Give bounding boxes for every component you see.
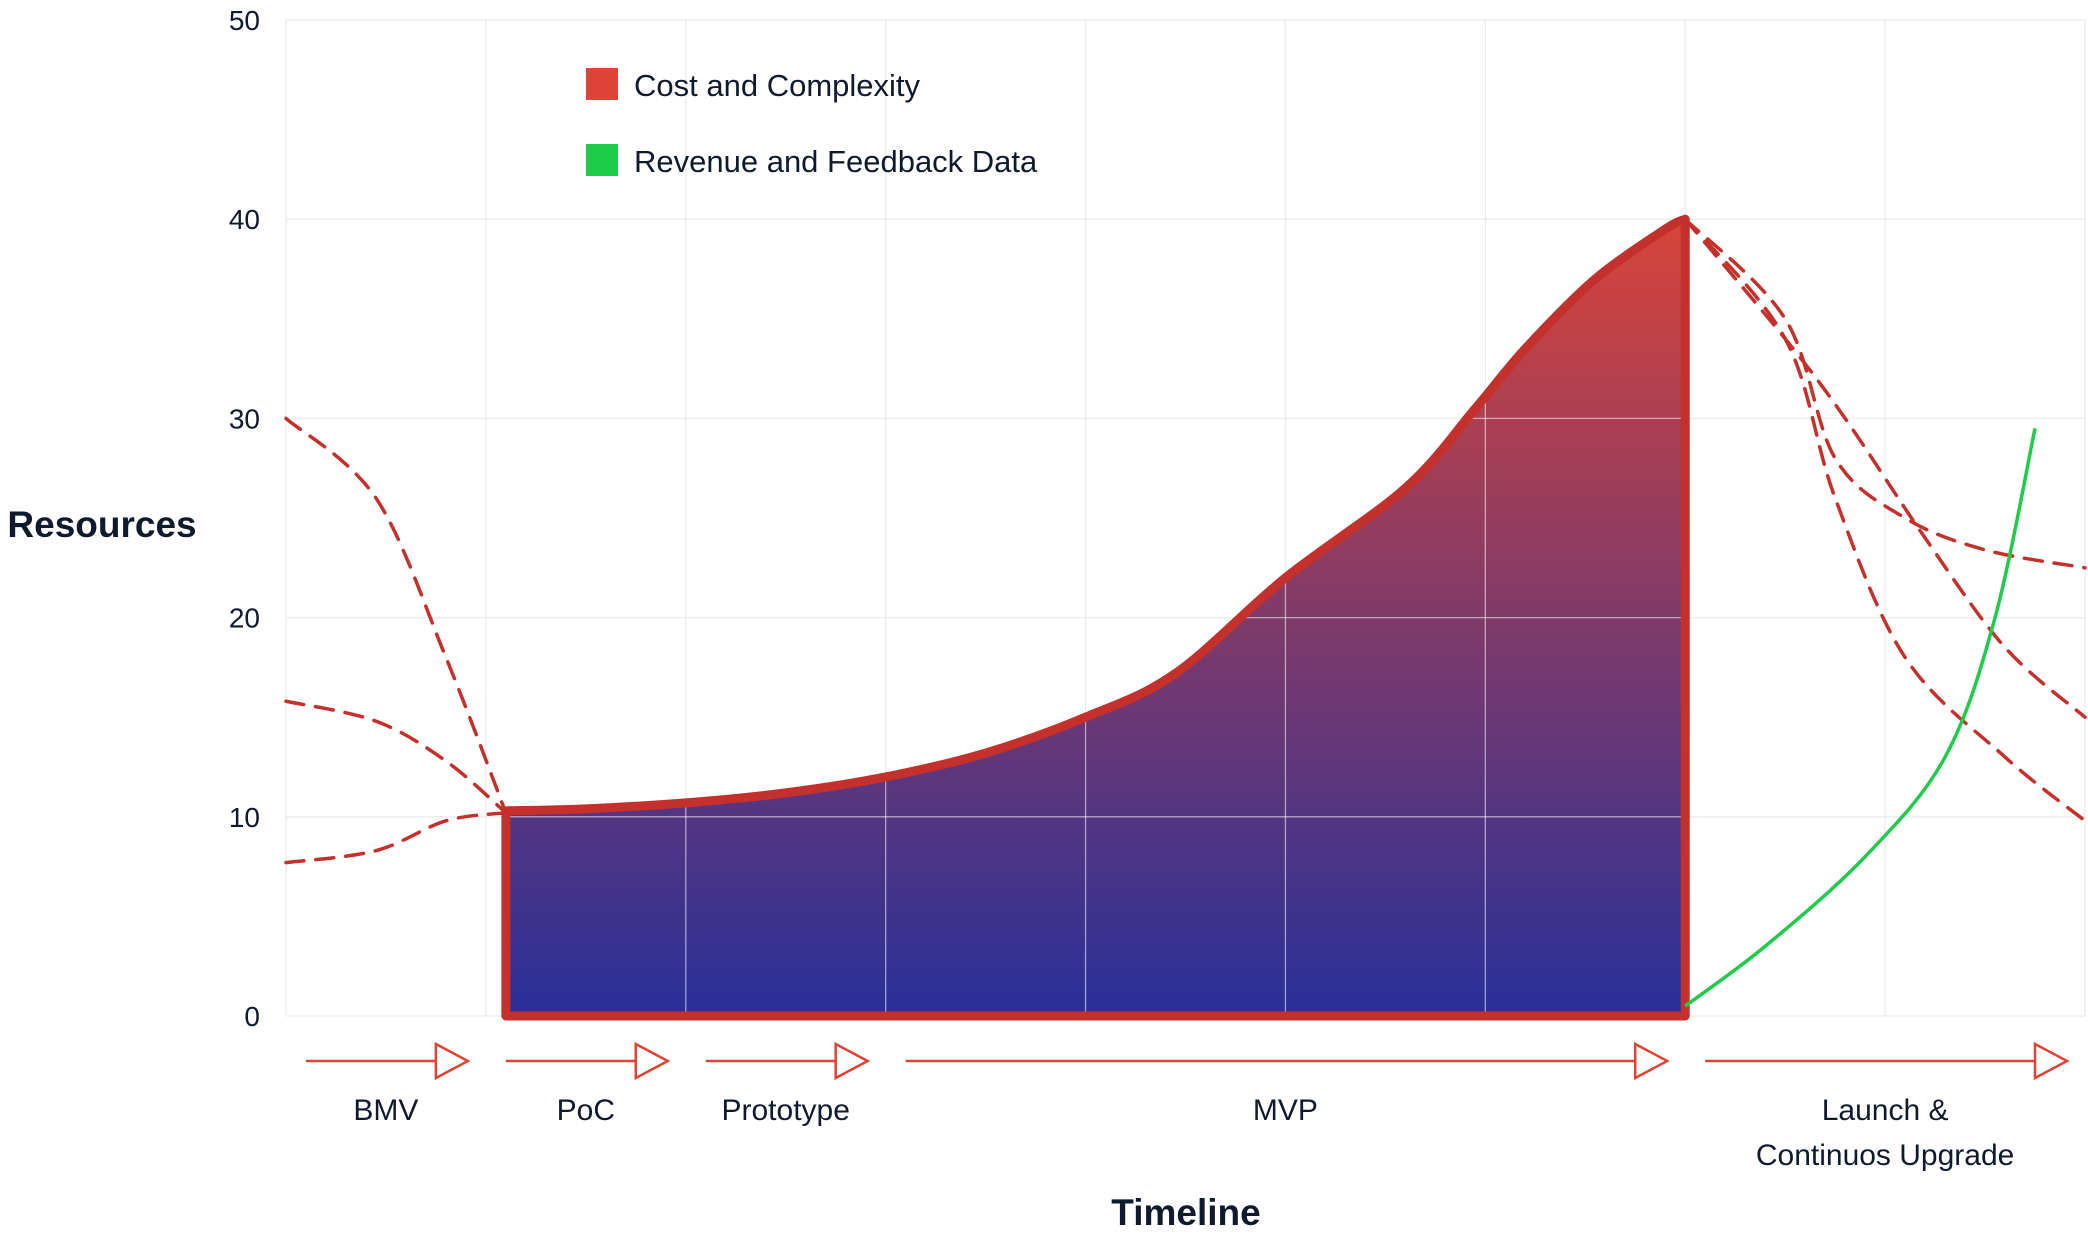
- y-tick-label: 40: [229, 204, 260, 235]
- y-tick-label: 10: [229, 802, 260, 833]
- phase-arrow-head: [2033, 1041, 2070, 1081]
- phase-arrow-head: [1633, 1041, 1670, 1081]
- phase-4: MVP: [905, 1041, 1670, 1127]
- revenue-line-group: [1684, 427, 2037, 1008]
- projection-lines: [284, 217, 2087, 865]
- legend-label-revenue: Revenue and Feedback Data: [634, 144, 1038, 179]
- x-axis-title: Timeline: [1111, 1192, 1260, 1233]
- phase-arrow-head: [434, 1041, 471, 1081]
- y-tick-label: 0: [244, 1001, 260, 1032]
- phase-label: Launch &: [1822, 1094, 1949, 1127]
- phase-label: MVP: [1253, 1094, 1318, 1127]
- y-tick-label: 50: [229, 5, 260, 36]
- revenue-series-line: [1684, 427, 2037, 1008]
- phase-3: Prototype: [705, 1041, 871, 1127]
- legend-label-cost: Cost and Complexity: [634, 68, 921, 103]
- projection-line-3: [284, 811, 508, 865]
- legend-swatch-cost: [586, 68, 618, 100]
- projection-line-4: [1683, 217, 2087, 570]
- projection-line-6: [1683, 217, 2087, 823]
- cost-outline: [501, 214, 1690, 1021]
- phase-2: PoC: [505, 1041, 671, 1127]
- y-tick-label: 30: [229, 403, 260, 434]
- phase-label: BMV: [353, 1094, 418, 1127]
- y-tick-labels: 0 10 20 30 40 50: [229, 5, 260, 1032]
- phase-1: BMV: [306, 1041, 471, 1127]
- y-tick-label: 20: [229, 603, 260, 634]
- legend-swatch-revenue: [586, 144, 618, 176]
- phase-label: PoC: [557, 1094, 615, 1127]
- phase-label-line2: Continuos Upgrade: [1756, 1139, 2015, 1172]
- phase-label: Prototype: [722, 1094, 850, 1127]
- phase-arrow-head: [634, 1041, 671, 1081]
- cost-series-line: [501, 214, 1690, 1021]
- projection-line-2: [284, 699, 508, 815]
- phase-5: Launch & Continuos Upgrade: [1705, 1041, 2070, 1172]
- phase-arrow-head: [834, 1041, 871, 1081]
- projection-line-1: [284, 416, 508, 815]
- y-axis-title: Resources: [7, 504, 196, 545]
- projection-line-5: [1683, 217, 2087, 719]
- phase-arrows: BMV PoC Prototype MVP Launch & Continuos Upgr…: [306, 1041, 2070, 1172]
- legend: Cost and Complexity Revenue and Feedback…: [586, 68, 1038, 179]
